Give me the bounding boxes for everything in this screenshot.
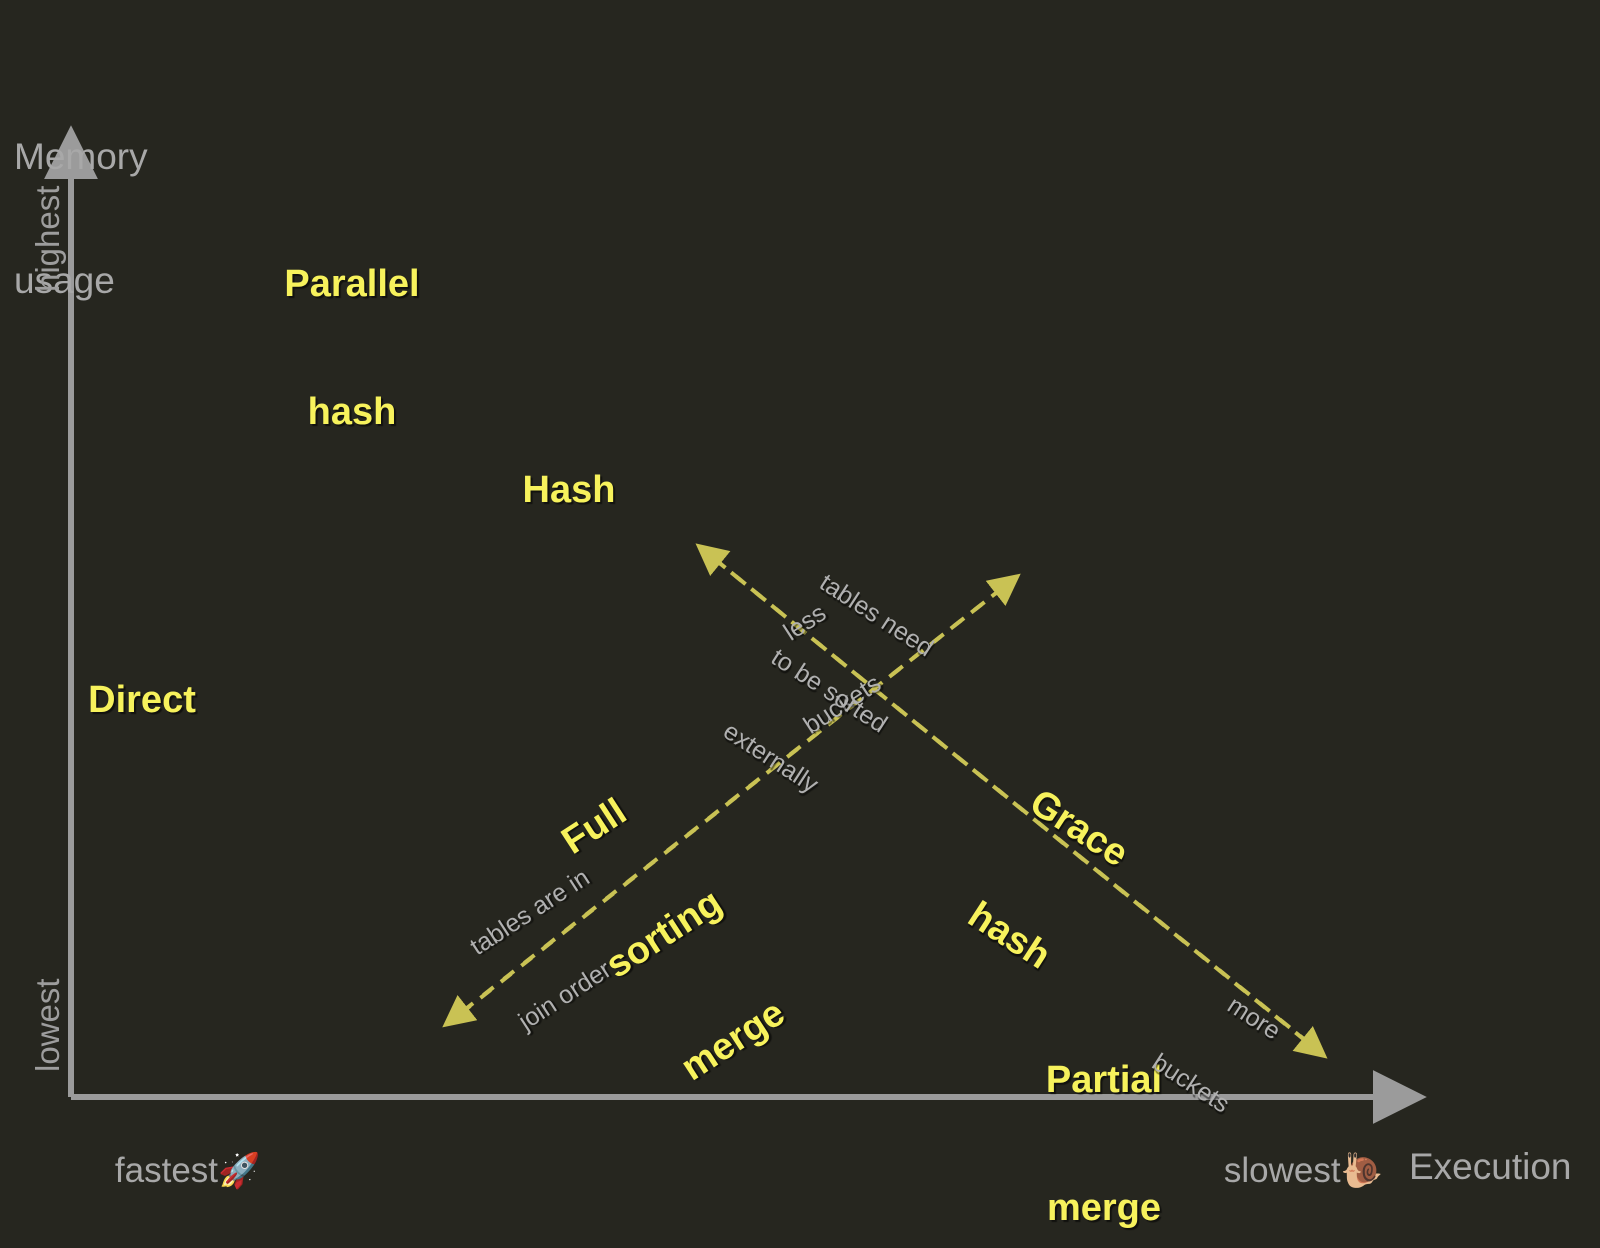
y-axis-tick-highest: highest — [29, 185, 66, 292]
annotation-tables-sorted-externally-line3: externally — [718, 716, 824, 799]
method-direct-line1: Direct — [88, 679, 196, 722]
method-full-sorting-merge-line3: merge — [674, 992, 793, 1090]
method-label-direct: Direct — [58, 594, 226, 807]
method-partial-merge-line2: merge — [1046, 1186, 1162, 1229]
method-parallel-hash-line1: Parallel — [284, 263, 420, 306]
rocket-icon: 🚀 — [218, 1152, 261, 1191]
y-axis-title-line1: Memory — [14, 135, 148, 177]
annotation-tables-join-order-line1: tables are in — [465, 863, 595, 961]
method-label-partial-merge: Partial merge — [1020, 974, 1188, 1248]
x-axis-end-slowest-label: slowest — [1223, 1151, 1341, 1191]
annotation-more-buckets-line2: buckets — [1147, 1047, 1235, 1119]
annotation-more-buckets-line1: more — [1222, 990, 1286, 1046]
y-axis-title-line2: usage — [14, 260, 115, 302]
annotation-tables-sorted-externally-line2: to be sorted — [766, 642, 893, 739]
annotation-tables-join-order-line2: join order — [513, 954, 617, 1036]
y-axis-title: Memory usage — [14, 53, 148, 385]
x-axis-end-fastest: fastest🚀 — [76, 1112, 260, 1230]
method-hash-line1: Hash — [522, 469, 616, 512]
x-axis-end-fastest-label: fastest — [114, 1151, 219, 1191]
y-axis-tick-lowest: lowest — [29, 978, 66, 1072]
x-axis-end-slowest: slowest🐌 — [1185, 1112, 1383, 1230]
method-partial-merge-line1: Partial — [1045, 1059, 1163, 1102]
snail-icon: 🐌 — [1340, 1152, 1383, 1191]
x-axis-title-line1: Execution — [1409, 1145, 1572, 1187]
annotation-tables-sorted-externally-line1: tables need — [814, 568, 939, 663]
method-grace-hash-line1: Grace — [1022, 781, 1136, 876]
arrow-tables-join-order — [442, 584, 1007, 1028]
method-label-hash: Hash — [485, 384, 653, 597]
method-label-parallel-hash: Parallel hash — [268, 178, 436, 518]
x-axis-title: Execution time — [1409, 1063, 1572, 1248]
method-parallel-hash-line2: hash — [307, 390, 397, 433]
